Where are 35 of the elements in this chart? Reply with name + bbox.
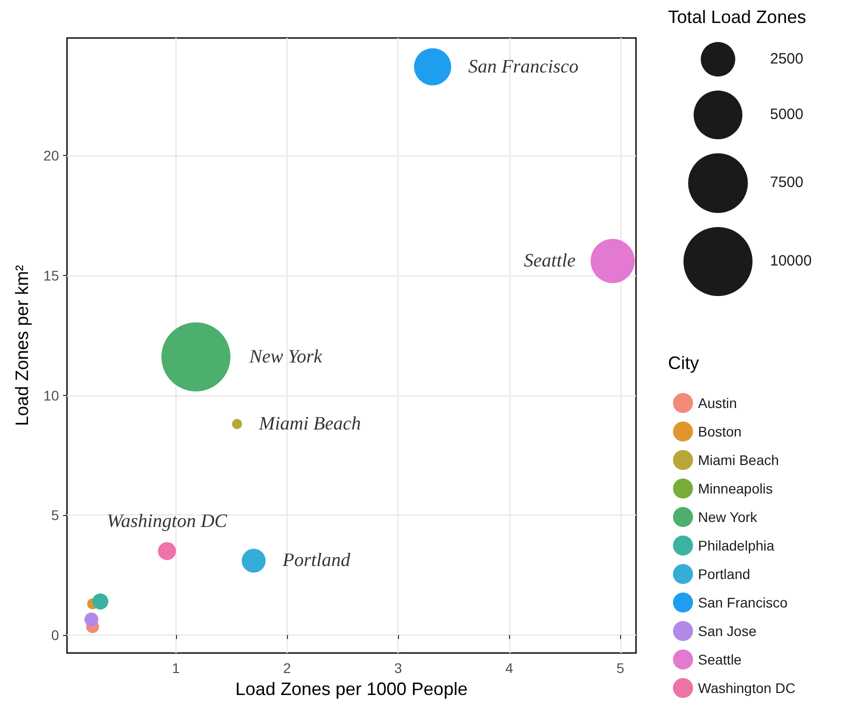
legend-label: 2500 xyxy=(770,50,804,68)
legend-label: San Francisco xyxy=(698,594,788,610)
x-tick-label: 5 xyxy=(616,660,625,676)
y-tick-label: 15 xyxy=(43,267,60,284)
legend-label: Seattle xyxy=(698,652,742,668)
legend-label: Washington DC xyxy=(698,680,796,696)
y-axis-title: Load Zones per km² xyxy=(12,264,32,426)
legend-label: Portland xyxy=(698,566,750,582)
legend-label: San Jose xyxy=(698,623,757,639)
annotation: San Francisco xyxy=(468,56,579,78)
annotation: Washington DC xyxy=(106,511,228,532)
annotation: Portland xyxy=(282,550,351,572)
legend-label: Miami Beach xyxy=(698,452,779,468)
legend-label: Austin xyxy=(698,395,737,411)
legend-label: 10000 xyxy=(770,252,812,270)
y-tick-label: 5 xyxy=(51,507,60,524)
y-tick-label: 10 xyxy=(43,387,60,404)
x-tick-label: 4 xyxy=(505,660,514,676)
x-tick-label: 2 xyxy=(283,660,292,676)
legend-label: 5000 xyxy=(770,106,804,123)
annotation: Miami Beach xyxy=(258,414,361,435)
x-axis-title: Load Zones per 1000 People xyxy=(235,678,468,699)
y-tick-label: 0 xyxy=(51,627,60,644)
legend-label: New York xyxy=(698,509,758,525)
annotation: New York xyxy=(248,346,323,368)
legend-title: City xyxy=(668,353,699,373)
annotation: Seattle xyxy=(524,250,576,272)
x-tick-label: 3 xyxy=(394,660,402,676)
x-tick-label: 1 xyxy=(172,660,180,676)
legend-label: Philadelphia xyxy=(698,538,774,554)
y-tick-label: 20 xyxy=(43,147,60,164)
legend-label: Minneapolis xyxy=(698,480,773,496)
legend-label: Boston xyxy=(698,424,742,440)
text: Total Load Zones xyxy=(668,7,806,27)
legend-label: 7500 xyxy=(770,174,804,192)
